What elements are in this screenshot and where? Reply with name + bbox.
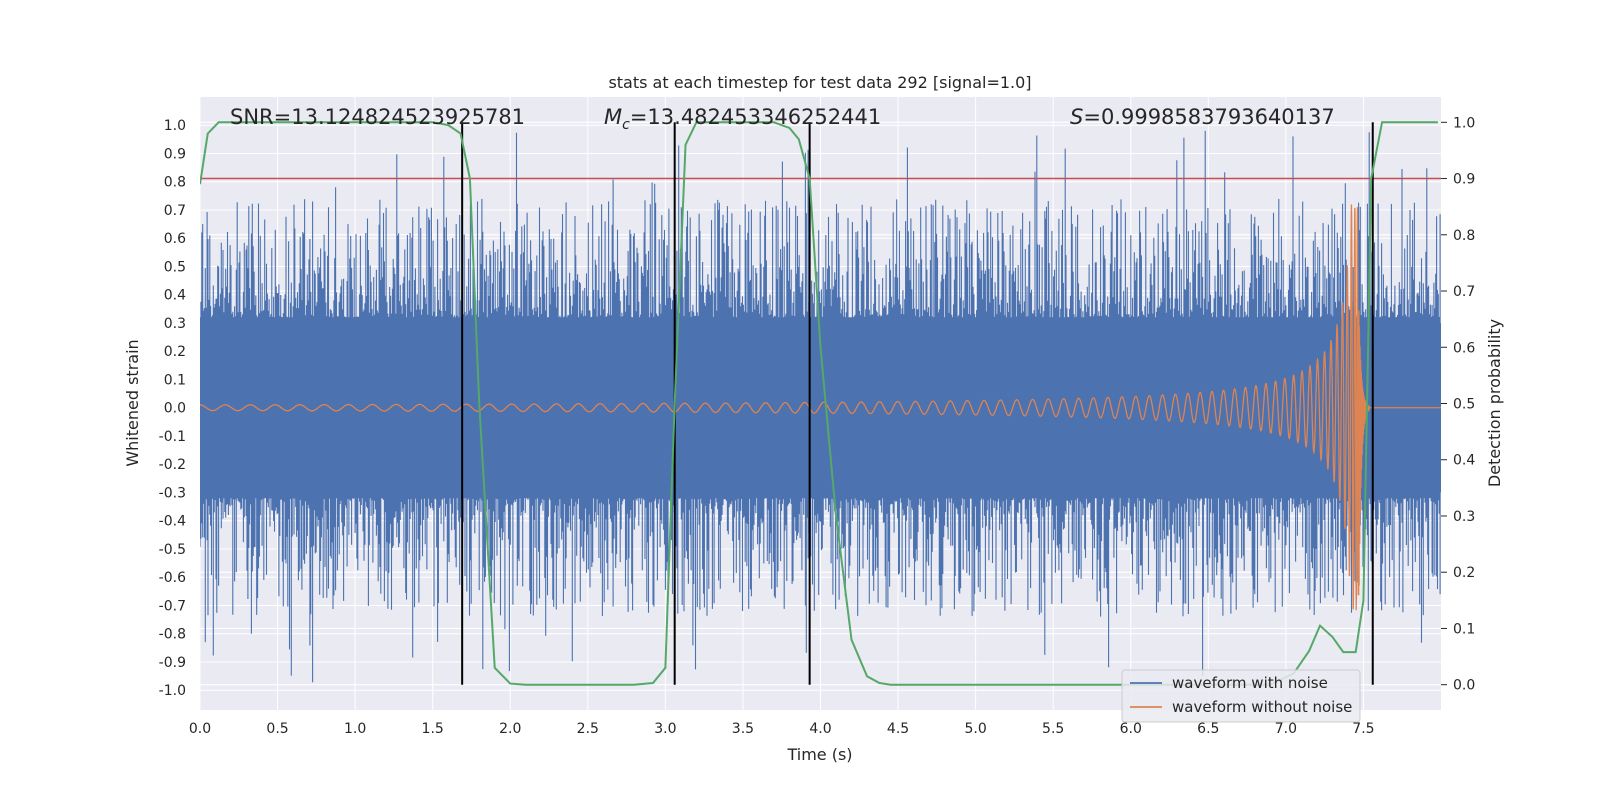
- x-tick-label: 3.5: [732, 721, 754, 737]
- y-left-tick-label: -0.1: [159, 429, 186, 445]
- y-left-tick-label: -1.0: [159, 683, 186, 699]
- x-tick-label: 2.5: [577, 721, 599, 737]
- y-left-tick-label: 0.8: [164, 175, 186, 191]
- legend-box: [1121, 669, 1361, 723]
- x-tick-label: 7.5: [1352, 721, 1374, 737]
- x-tick-label: 5.5: [1042, 721, 1064, 737]
- y-left-tick-label: 0.5: [164, 259, 186, 275]
- y-right-tick-label: 0.4: [1453, 453, 1475, 469]
- clean-waveform-line: [200, 204, 1441, 611]
- y-left-tick-label: -0.6: [159, 570, 186, 586]
- x-tick-label: 4.0: [809, 721, 831, 737]
- y-left-tick-label: 0.9: [164, 146, 186, 162]
- y-left-tick-label: -0.8: [159, 627, 186, 643]
- y-right-tick-label: 0.0: [1453, 678, 1475, 694]
- x-tick-label: 7.0: [1275, 721, 1297, 737]
- y-left-tick-label: -0.3: [159, 485, 186, 501]
- y-left-tick-label: 0.0: [164, 401, 186, 417]
- x-tick-label: 0.5: [266, 721, 288, 737]
- s-annotation: S=0.9998583793640137: [1070, 105, 1335, 129]
- y-left-tick-label: 0.7: [164, 203, 186, 219]
- y-right-tick-label: 1.0: [1453, 115, 1475, 131]
- mc-annotation-value: =13.482453346252441: [630, 105, 881, 129]
- y-left-tick-label: 0.3: [164, 316, 186, 332]
- series-waveform-without-noise: [200, 204, 1441, 611]
- x-tick-label: 6.5: [1197, 721, 1219, 737]
- x-tick-label: 5.0: [964, 721, 986, 737]
- y-left-tick-label: -0.4: [159, 514, 186, 530]
- legend-label-noise: waveform with noise: [1172, 674, 1328, 692]
- x-tick-label: 6.0: [1120, 721, 1142, 737]
- y-left-tick-label: -0.5: [159, 542, 186, 558]
- x-tick-label: 4.5: [887, 721, 909, 737]
- mc-annotation: Mc=13.482453346252441: [604, 105, 881, 133]
- y-right-tick-label: 0.2: [1453, 565, 1475, 581]
- y-right-tick-label: 0.3: [1453, 509, 1475, 525]
- s-annotation-value: =0.9998583793640137: [1083, 105, 1334, 129]
- y-right-axis-ticks: 0.0 0.1 0.2 0.3 0.4 0.5 0.6 0.7 0.8 0.9 1.0: [1441, 115, 1475, 694]
- x-axis-label: Time (s): [786, 745, 852, 764]
- x-tick-label: 1.0: [344, 721, 366, 737]
- y-right-tick-label: 0.7: [1453, 284, 1475, 300]
- y-right-tick-label: 0.6: [1453, 340, 1475, 356]
- y-right-tick-label: 0.9: [1453, 172, 1475, 188]
- x-tick-label: 0.0: [189, 721, 211, 737]
- y-left-axis-ticks: -1.0 -0.9 -0.8 -0.7 -0.6 -0.5 -0.4 -0.3 -0.2 -0.1…: [159, 118, 186, 699]
- x-tick-label: 2.0: [499, 721, 521, 737]
- probability-line: [200, 121, 1438, 686]
- y-right-tick-label: 0.1: [1453, 621, 1475, 637]
- y-left-tick-label: 0.1: [164, 372, 186, 388]
- y-left-tick-label: 0.6: [164, 231, 186, 247]
- y-left-tick-label: -0.9: [159, 655, 186, 671]
- x-axis-ticks: 0.0 0.5 1.0 1.5 2.0 2.5 3.0 3.5 4.0 4.5 5.0 5.5 6.0 6…: [189, 721, 1375, 737]
- x-tick-label: 1.5: [422, 721, 444, 737]
- snr-annotation: SNR=13.124824523925781: [230, 105, 525, 129]
- series-detection-probability: [200, 121, 1438, 686]
- x-tick-label: 3.0: [654, 721, 676, 737]
- y-left-tick-label: 1.0: [164, 118, 186, 134]
- y-left-tick-label: -0.7: [159, 598, 186, 614]
- y-left-tick-label: 0.2: [164, 344, 186, 360]
- y-left-axis-label: Whitened strain: [123, 339, 142, 466]
- y-left-tick-label: -0.2: [159, 457, 186, 473]
- y-right-tick-label: 0.8: [1453, 228, 1475, 244]
- y-right-tick-label: 0.5: [1453, 397, 1475, 413]
- legend-label-clean: waveform without noise: [1172, 698, 1352, 716]
- y-right-axis-label: Detection probability: [1485, 319, 1504, 487]
- legend: waveform with noise waveform without noi…: [1121, 669, 1361, 723]
- chart-title: stats at each timestep for test data 292…: [608, 73, 1031, 92]
- y-left-tick-label: 0.4: [164, 288, 186, 304]
